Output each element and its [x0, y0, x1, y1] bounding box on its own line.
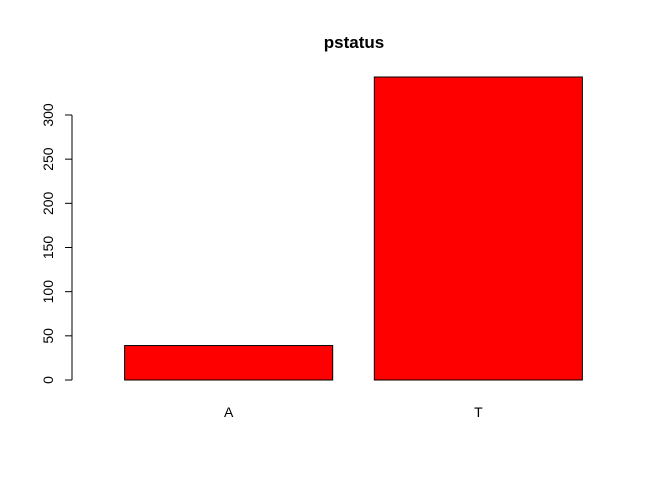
y-tick-label: 50: [40, 328, 56, 344]
y-tick-label: 100: [40, 280, 56, 304]
y-tick-label: 150: [40, 236, 56, 260]
y-axis: 0 50 100 150 200 250 300: [40, 103, 73, 384]
bar-A: [124, 345, 334, 381]
x-category-label: A: [224, 404, 234, 420]
y-tick-label: 300: [40, 103, 56, 127]
y-tick-label: 250: [40, 147, 56, 171]
y-tick-label: 0: [40, 376, 56, 384]
bars: [124, 76, 583, 381]
y-tick-label: 200: [40, 191, 56, 215]
chart-title: pstatus: [324, 33, 384, 52]
bar-T: [373, 76, 583, 381]
x-category-label: T: [474, 404, 483, 420]
